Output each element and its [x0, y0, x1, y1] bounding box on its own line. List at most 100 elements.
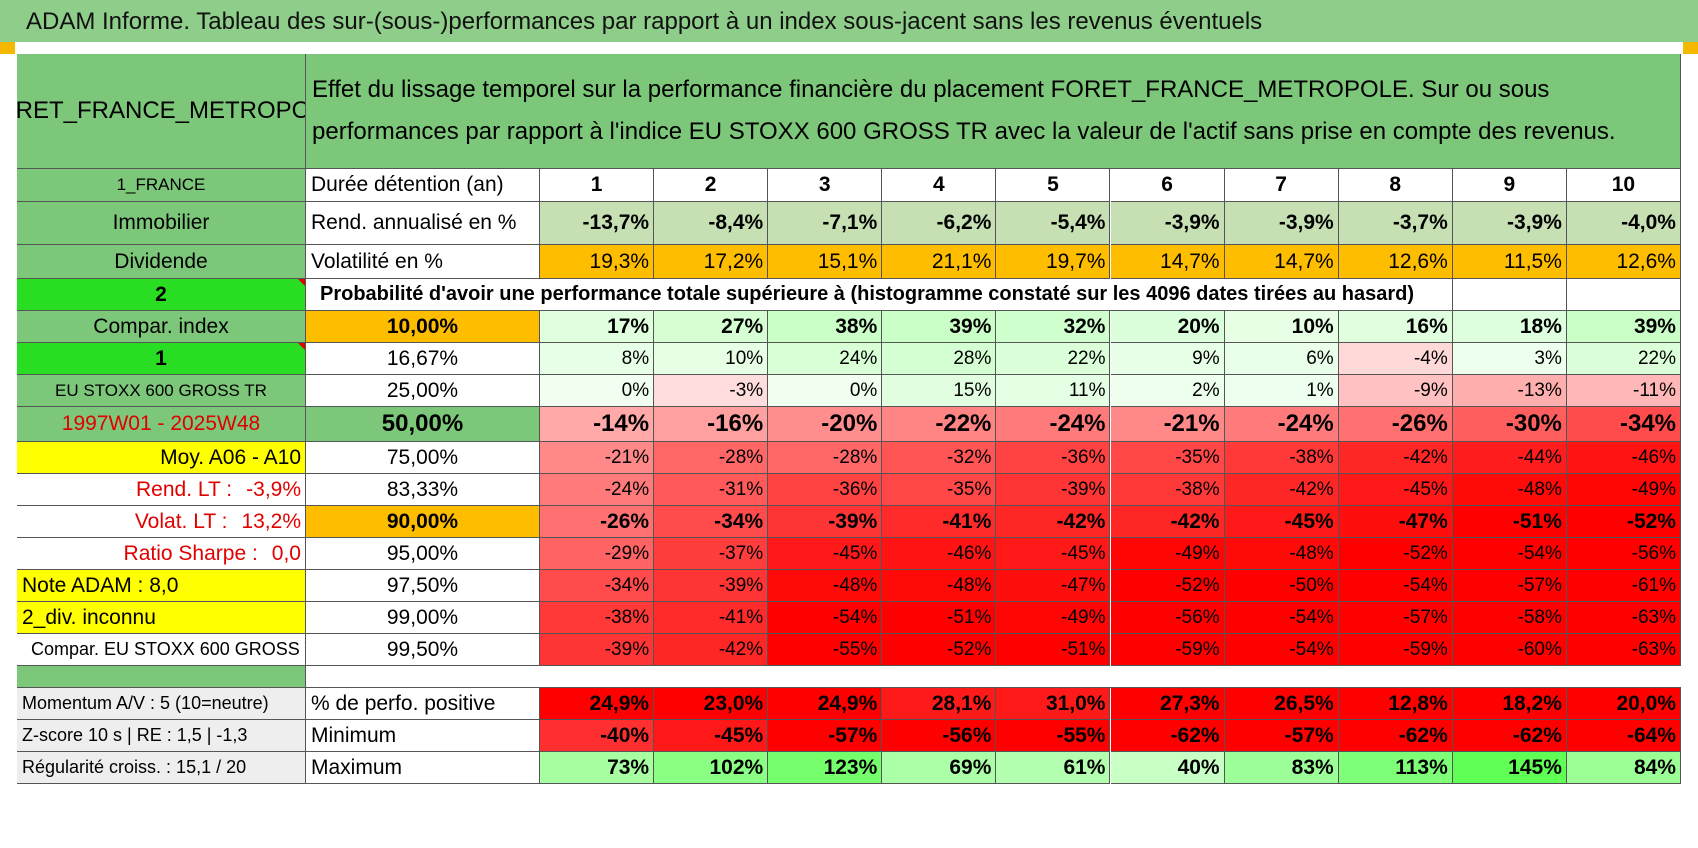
percentile-cell: -56%: [1110, 602, 1225, 634]
percentile-cell: -38%: [1224, 442, 1339, 474]
percentile-cell: -51%: [1452, 506, 1567, 538]
minimum-cell: -57%: [768, 720, 883, 752]
percentile-cell: -52%: [1566, 506, 1681, 538]
percentile-cell: -11%: [1566, 375, 1681, 407]
percentile-cell: -47%: [996, 570, 1111, 602]
maximum-cell: 102%: [654, 752, 769, 784]
index-name-label: EU STOXX 600 GROSS TR: [17, 375, 306, 407]
percentile-cell: -49%: [1110, 538, 1225, 570]
empty-cell: [1452, 279, 1567, 311]
minimum-cell: -56%: [882, 720, 997, 752]
div-label: 2_div. inconnu: [17, 602, 306, 634]
percentile-cell: -51%: [882, 602, 997, 634]
volat-lt-label: Volat. LT :: [134, 509, 228, 533]
year-col-5: 5: [996, 169, 1111, 202]
percentile-cell: -42%: [1338, 442, 1453, 474]
percentile-cell: 39%: [1566, 311, 1681, 343]
maximum-cell: 73%: [540, 752, 655, 784]
percentile-cell: 22%: [996, 343, 1111, 375]
minimum-label: Minimum: [306, 720, 540, 752]
percentile-cell: -41%: [654, 602, 769, 634]
minimum-cell: -62%: [1452, 720, 1567, 752]
percentile-cell: -60%: [1452, 634, 1567, 666]
percentile-cell: -42%: [654, 634, 769, 666]
minimum-cell: -55%: [996, 720, 1111, 752]
description-header: Effet du lissage temporel sur la perform…: [306, 54, 1681, 169]
positive-cell: 31,0%: [996, 688, 1111, 720]
percentile-cell: 10%: [1224, 311, 1339, 343]
percentile-cell: 24%: [768, 343, 883, 375]
percentile-cell: 11%: [996, 375, 1111, 407]
rend-value: -8,4%: [654, 202, 769, 245]
region-label: 1_FRANCE: [17, 169, 306, 202]
percentile-cell: 2%: [1110, 375, 1225, 407]
percentile-cell: -13%: [1452, 375, 1567, 407]
index-code-cell[interactable]: 2: [17, 279, 306, 311]
percentile-cell: -26%: [1338, 407, 1453, 442]
percentile-cell: -38%: [1110, 474, 1225, 506]
percentile-cell: -54%: [1224, 634, 1339, 666]
percentile-cell: -42%: [1110, 506, 1225, 538]
empty-cell: [1566, 279, 1681, 311]
percentile-cell: -51%: [996, 634, 1111, 666]
percentile-value: 97,50%: [306, 570, 540, 602]
positive-cell: 24,9%: [768, 688, 883, 720]
maximum-cell: 83%: [1224, 752, 1339, 784]
percentile-cell: 38%: [768, 311, 883, 343]
compar-code-cell[interactable]: 1: [17, 343, 306, 375]
percentile-cell: -61%: [1566, 570, 1681, 602]
positive-label: % de perfo. positive: [306, 688, 540, 720]
percentile-cell: -46%: [1566, 442, 1681, 474]
year-col-7: 7: [1224, 169, 1339, 202]
note-adam-label: Note ADAM : 8,0: [17, 570, 306, 602]
percentile-cell: -58%: [1452, 602, 1567, 634]
percentile-cell: -38%: [540, 602, 655, 634]
momentum-label: Momentum A/V : 5 (10=neutre): [17, 688, 306, 720]
vol-value: 17,2%: [654, 245, 769, 279]
vol-value: 19,7%: [996, 245, 1111, 279]
performance-table: FORET_FRANCE_METROPOLEEffet du lissage t…: [17, 54, 1681, 848]
percentile-cell: 16%: [1338, 311, 1453, 343]
percentile-cell: -3%: [654, 375, 769, 407]
percentile-cell: -39%: [996, 474, 1111, 506]
percentile-cell: -45%: [996, 538, 1111, 570]
percentile-cell: -16%: [654, 407, 769, 442]
percentile-cell: -39%: [540, 634, 655, 666]
percentile-value: 95,00%: [306, 538, 540, 570]
percentile-cell: 10%: [654, 343, 769, 375]
right-orange-strip: [1683, 42, 1698, 54]
percentile-cell: -54%: [1224, 602, 1339, 634]
percentile-cell: -24%: [540, 474, 655, 506]
percentile-value: 16,67%: [306, 343, 540, 375]
percentile-cell: -54%: [768, 602, 883, 634]
minimum-cell: -64%: [1566, 720, 1681, 752]
percentile-cell: -4%: [1338, 343, 1453, 375]
percentile-cell: -34%: [540, 570, 655, 602]
vol-value: 14,7%: [1224, 245, 1339, 279]
percentile-cell: -47%: [1338, 506, 1453, 538]
rend-value: -6,2%: [882, 202, 997, 245]
percentile-cell: -48%: [1452, 474, 1567, 506]
rend-value: -3,7%: [1338, 202, 1453, 245]
vol-label: Volatilité en %: [306, 245, 540, 279]
percentile-cell: -29%: [540, 538, 655, 570]
maximum-cell: 145%: [1452, 752, 1567, 784]
comment-marker[interactable]: [298, 343, 305, 350]
positive-cell: 12,8%: [1338, 688, 1453, 720]
year-col-8: 8: [1338, 169, 1453, 202]
percentile-cell: -52%: [882, 634, 997, 666]
comment-marker[interactable]: [298, 279, 305, 286]
percentile-cell: -45%: [1338, 474, 1453, 506]
percentile-cell: -24%: [1224, 407, 1339, 442]
sharpe-label: Ratio Sharpe :: [123, 541, 258, 565]
percentile-cell: -21%: [1110, 407, 1225, 442]
asset-name-header: FORET_FRANCE_METROPOLE: [17, 54, 306, 169]
percentile-cell: 0%: [540, 375, 655, 407]
percentile-value: 99,50%: [306, 634, 540, 666]
percentile-cell: -36%: [996, 442, 1111, 474]
percentile-cell: -55%: [768, 634, 883, 666]
minimum-cell: -57%: [1224, 720, 1339, 752]
year-col-6: 6: [1110, 169, 1225, 202]
percentile-cell: -42%: [996, 506, 1111, 538]
period-label: 1997W01 - 2025W48: [17, 407, 306, 442]
